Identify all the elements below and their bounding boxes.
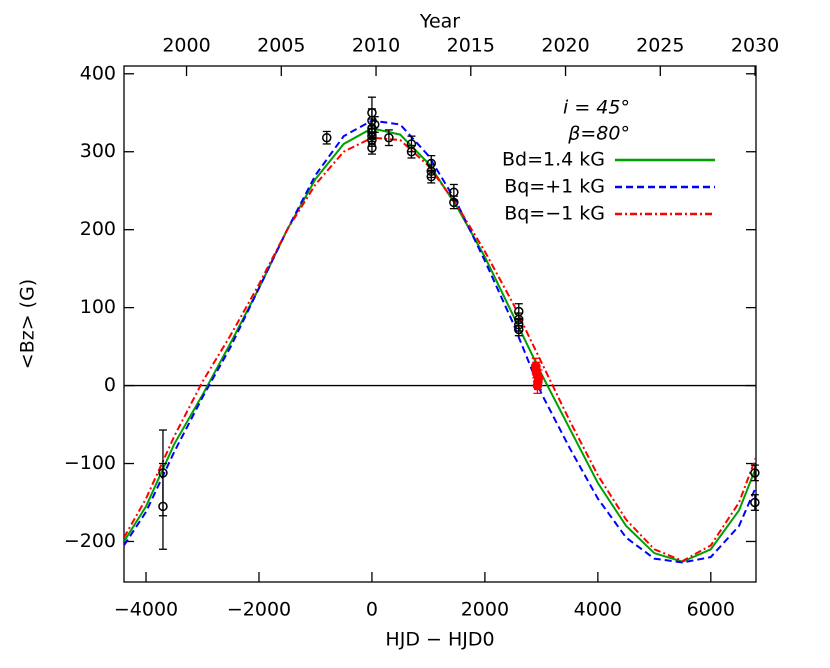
annotation: i = 45°: [563, 97, 630, 119]
x2-tick-label: 2030: [731, 35, 779, 57]
y-tick-label: 0: [104, 374, 116, 396]
x2-tick-label: 2010: [352, 35, 400, 57]
data-point: [750, 497, 760, 508]
x-tick-label: −2000: [227, 599, 291, 621]
legend-label: Bq=−1 kG: [504, 203, 605, 225]
data-point: [406, 146, 417, 157]
x-tick-label: 4000: [574, 599, 622, 621]
error-bar: [370, 116, 379, 133]
error-bar: [158, 462, 167, 550]
y-tick-label: 100: [80, 296, 116, 318]
data-point: [449, 197, 459, 208]
x2-tick-label: 2015: [447, 35, 495, 57]
y-tick-label: −100: [64, 452, 116, 474]
x-axis-label: HJD − HJD0: [385, 629, 494, 651]
model-curve: [124, 127, 756, 563]
x2-tick-label: 2000: [162, 35, 210, 57]
x2-tick-label: 2025: [636, 35, 684, 57]
model-curve: [124, 119, 756, 564]
annotation: β=80°: [567, 123, 630, 145]
legend-label: Bq=+1 kG: [504, 176, 605, 198]
plot-frame: [123, 65, 757, 583]
data-point: [533, 373, 544, 383]
x-tick-label: 0: [366, 599, 378, 621]
x-tick-label: 6000: [687, 599, 735, 621]
data-point: [322, 132, 332, 143]
x-tick-label: −4000: [114, 599, 178, 621]
x2-axis-label: Year: [419, 11, 460, 33]
model-curve: [124, 136, 756, 563]
data-point: [750, 468, 760, 478]
data-point: [384, 132, 394, 143]
error-bar: [750, 494, 759, 511]
data-point: [370, 119, 380, 130]
x-tick-label: 2000: [461, 599, 509, 621]
x2-tick-label: 2005: [257, 35, 305, 57]
data-point: [426, 171, 436, 182]
y-tick-label: −200: [64, 530, 116, 552]
error-bar: [750, 464, 759, 482]
y-tick-label: 200: [80, 218, 116, 240]
x2-tick-label: 2020: [541, 35, 589, 57]
legend-label: Bd=1.4 kG: [502, 149, 605, 171]
data-point: [514, 324, 524, 335]
y-tick-label: 400: [80, 62, 116, 84]
error-bar: [384, 129, 393, 147]
y-tick-label: 300: [80, 140, 116, 162]
data-point: [158, 501, 168, 512]
y-axis-label: <Bz> (G): [17, 279, 39, 369]
